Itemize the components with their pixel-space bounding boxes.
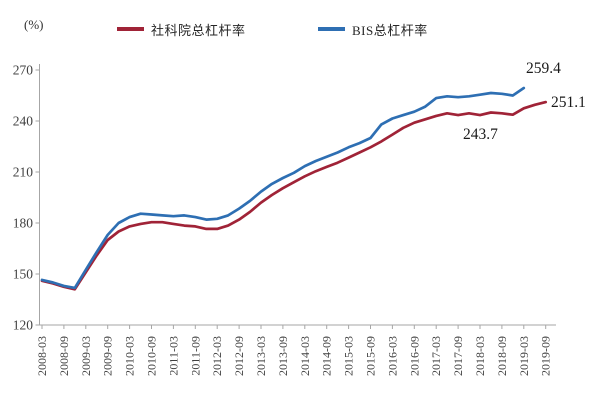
x-axis-tick-label: 2016-03 <box>385 336 399 376</box>
x-axis-tick-label: 2018-09 <box>495 336 509 376</box>
series-line-cass <box>40 100 548 291</box>
x-axis-tick-label: 2016-09 <box>407 336 421 376</box>
y-axis-tick-label: 210 <box>13 165 34 180</box>
legend-item-bis: BIS总杠杆率 <box>318 21 428 38</box>
legend-label-cass: 社科院总杠杆率 <box>151 22 246 38</box>
x-axis-tick-label: 2008-03 <box>35 336 49 376</box>
x-axis-tick-label: 2017-03 <box>429 336 443 376</box>
x-axis-tick-label: 2015-03 <box>342 336 356 376</box>
legend-label-bis: BIS总杠杆率 <box>352 22 428 38</box>
y-axis-tick-label: 270 <box>13 63 34 78</box>
x-axis-tick-label: 2010-03 <box>123 336 137 376</box>
annotation-bis-endpoint: 259.4 <box>526 60 561 77</box>
x-axis-tick-label: 2018-03 <box>473 336 487 376</box>
x-axis-tick-label: 2012-09 <box>232 336 246 376</box>
x-axis-tick-label: 2015-09 <box>364 336 378 376</box>
series-line-bis <box>40 86 526 290</box>
x-axis-tick-label: 2010-09 <box>145 336 159 376</box>
x-axis-tick-label: 2008-09 <box>57 336 71 376</box>
y-axis-tick-label: 120 <box>13 318 34 333</box>
x-axis-tick-label: 2013-03 <box>254 336 268 376</box>
legend-swatch-red-line <box>117 27 144 31</box>
y-axis-tick-label: 180 <box>13 216 34 231</box>
x-axis-tick-label: 2009-09 <box>101 336 115 376</box>
annotation-cass-endpoint: 251.1 <box>551 94 586 111</box>
legend-item-cass: 社科院总杠杆率 <box>117 21 246 38</box>
y-axis-tick-label: 240 <box>13 114 34 129</box>
y-axis-tick-label: 150 <box>13 267 34 282</box>
x-axis-tick-label: 2014-03 <box>298 336 312 376</box>
x-axis-tick-label: 2011-03 <box>166 336 180 376</box>
x-axis-tick-label: 2017-09 <box>451 336 465 376</box>
x-axis-tick-label: 2009-03 <box>79 336 93 376</box>
legend-swatch-blue-line <box>318 27 345 31</box>
y-axis-unit-label: (%) <box>24 17 44 32</box>
annotation-cass-dip: 243.7 <box>463 126 498 143</box>
x-axis-tick-label: 2011-09 <box>188 336 202 376</box>
x-axis-tick-label: 2019-03 <box>517 336 531 376</box>
x-axis-tick-label: 2012-03 <box>210 336 224 376</box>
x-axis-tick-label: 2014-09 <box>320 336 334 376</box>
x-axis-tick-label: 2019-09 <box>539 336 553 376</box>
x-axis-tick-label: 2013-09 <box>276 336 290 376</box>
